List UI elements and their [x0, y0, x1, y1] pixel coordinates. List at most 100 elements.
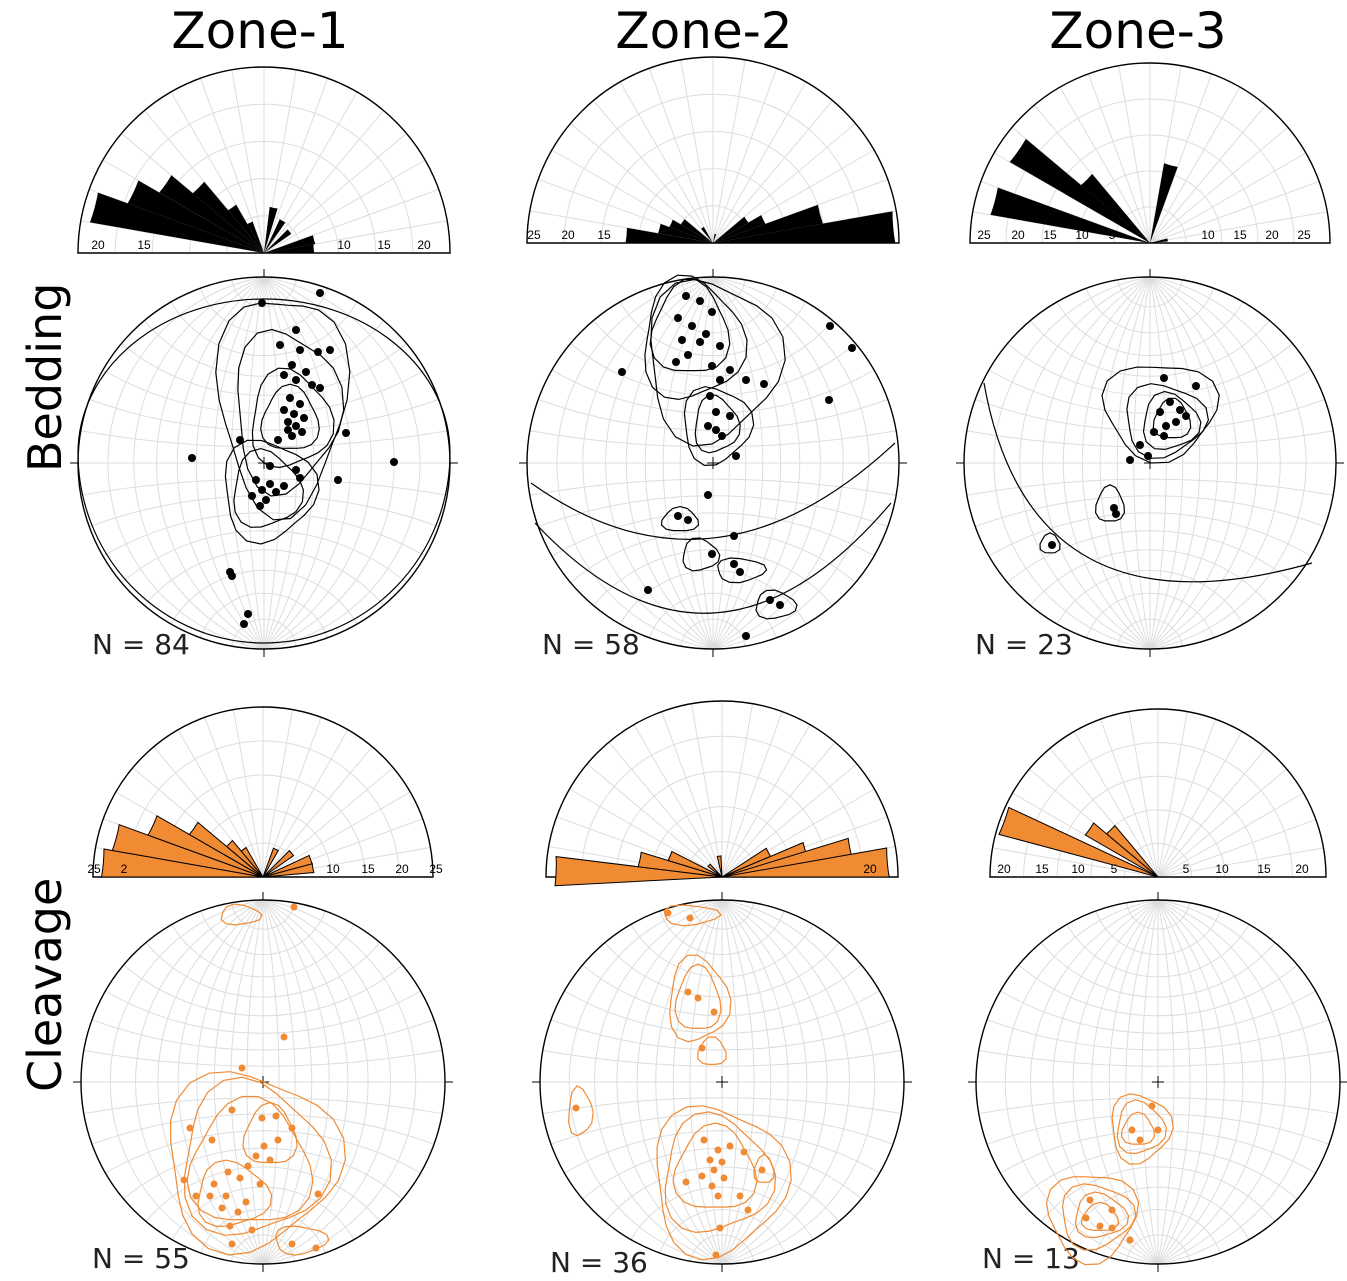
cleavage-zone-2-contour-2 [697, 1036, 727, 1065]
bedding-rose-zone-1-petal-10 [264, 244, 315, 253]
cleavage-zone-3-pole-9 [1126, 1236, 1134, 1244]
bedding-zone-1-pole-4 [296, 346, 304, 354]
cleavage-zone-1-pole-5 [288, 1124, 296, 1132]
bedding-zone-2-pole-9 [684, 351, 692, 359]
bedding-zone-3-pole-1 [1192, 382, 1200, 390]
bedding-zone-2-pole-33 [736, 568, 744, 576]
cleavage-rose-zone-3-tick-label-6: 15 [1257, 862, 1271, 876]
bedding-zone-2-great-circle-2 [534, 502, 892, 614]
cleavage-zone-1-pole-0 [280, 1033, 288, 1041]
cleavage-rose-zone-2-petal-3 [707, 863, 723, 878]
bedding-zone-3-great-circle [983, 382, 1313, 583]
bedding-zone-2-pole-1 [696, 297, 704, 305]
cleavage-zone-1-contour-1 [183, 1076, 332, 1236]
bedding-zone-2-pole-23 [732, 452, 740, 460]
cleavage-zone-1-contour-2 [169, 1071, 347, 1256]
cleavage-rose-zone-3-petal-0 [998, 806, 1159, 878]
bedding-zone-1-pole-3 [276, 341, 284, 349]
bedding-zone-1-pole-33 [258, 486, 266, 494]
bedding-zone-2-pole-21 [712, 426, 720, 434]
bedding-zone-2-contour-4 [683, 386, 755, 467]
cleavage-zone-3-pole-3 [1154, 1126, 1162, 1134]
cleavage-zone-2-contour-1 [669, 954, 732, 1043]
bedding-rose-zone-1-petal-1 [127, 180, 264, 253]
cleavage-rose-zone-1-petal-7 [262, 849, 295, 878]
bedding-rose-zone-2-petal-7 [713, 215, 766, 243]
bedding-zone-1-pole-8 [302, 368, 310, 376]
cleavage-zone-3-pole-8 [1108, 1224, 1116, 1232]
bedding-zone-2-pole-30 [730, 532, 738, 540]
cleavage-rose-zone-1-petal-4 [225, 839, 264, 878]
cleavage-rose-zone-3-tick-label-3: 5 [1111, 862, 1118, 876]
cleavage-zone-2-contour-7 [663, 904, 723, 927]
cleavage-zone-1-pole-25 [180, 1176, 188, 1184]
bedding-zone-3-pole-7 [1162, 422, 1170, 430]
bedding-rose-zone-1-tick-label-4: 20 [417, 238, 431, 252]
cleavage-zone-2-pole-15 [720, 1174, 728, 1182]
bedding-zone-1-pole-29 [292, 466, 300, 474]
cleavage-rose-zone-1-tick-label-2: 10 [326, 862, 340, 876]
cleavage-rose-zone-3-grid [989, 708, 1327, 878]
bedding-zone-2-pole-29 [684, 516, 692, 524]
bedding-zone-2-pole-10 [672, 358, 680, 366]
bedding-zone-3-pole-15 [1048, 541, 1056, 549]
bedding-zone-2-pole-31 [708, 550, 716, 558]
bedding-zone-1-contour-5 [224, 439, 320, 545]
bedding-zone-2-contour-5 [660, 505, 700, 532]
bedding-rose-zone-3-petal-0 [990, 187, 1150, 243]
bedding-zone-1-pole-5 [314, 348, 322, 356]
bedding-rose-zone-2-petal-9 [713, 211, 896, 243]
bedding-zone-1-pole-21 [298, 428, 306, 436]
cleavage-zone-3-pole-2 [1136, 1136, 1144, 1144]
cleavage-count-zone-1: N = 55 [92, 1242, 190, 1275]
cleavage-zone-2-pole-9 [726, 1142, 734, 1150]
bedding-zone-1-pole-10 [292, 376, 300, 384]
bedding-zone-3-pole-12 [1126, 456, 1134, 464]
bedding-zone-3-pole-2 [1166, 398, 1174, 406]
zone-1-title: Zone-1 [171, 2, 349, 60]
bedding-rose-zone-1-petal-7 [264, 219, 286, 253]
bedding-zone-3-pole-0 [1160, 374, 1168, 382]
bedding-zone-1-pole-34 [272, 488, 280, 496]
cleavage-zone-2-contour-3 [568, 1085, 594, 1137]
cleavage-zone-2-contour-8 [753, 1153, 775, 1183]
bedding-rose-zone-2-petal-5 [713, 233, 717, 243]
cleavage-zone-1-contour-6 [220, 903, 263, 926]
cleavage-zone-2-pole-13 [710, 1166, 718, 1174]
cleavage-zone-1-pole-28 [288, 1240, 296, 1248]
bedding-rose-zone-2-petal-3 [680, 219, 713, 243]
cleavage-zone-2-pole-18 [682, 1178, 690, 1186]
bedding-zone-1-pole-22 [288, 432, 296, 440]
bedding-zone-1-pole-11 [308, 381, 316, 389]
bedding-zone-3-pole-10 [1136, 441, 1144, 449]
cleavage-zone-2-grid [540, 899, 904, 1265]
cleavage-zone-1-pole-4 [272, 1112, 280, 1120]
cleavage-rose-zone-2-outline [545, 700, 899, 878]
bedding-count-zone-3: N = 23 [975, 628, 1073, 661]
cleavage-rose-zone-1-petal-3 [188, 821, 264, 878]
bedding-zone-3-contour-0 [1152, 397, 1192, 439]
bedding-zone-1-pole-35 [248, 492, 256, 500]
cleavage-zone-3-pole-1 [1128, 1126, 1136, 1134]
bedding-zone-3-pole-14 [1112, 510, 1120, 518]
bedding-zone-2-contour-8 [755, 589, 798, 620]
bedding-rose-zone-2-petal-2 [669, 219, 713, 243]
cleavage-rose-zone-1-tick-label-5: 25 [429, 862, 443, 876]
cleavage-zone-1-pole-12 [236, 1174, 244, 1182]
bedding-zone-2-contour-2 [650, 278, 786, 447]
bedding-rose-zone-1-petal-4 [228, 204, 264, 253]
bedding-zone-1-pole-18 [284, 418, 292, 426]
cleavage-zone-3-pole-4 [1086, 1196, 1094, 1204]
bedding-zone-2-pole-27 [704, 491, 712, 499]
bedding-zone-1-pole-9 [280, 371, 288, 379]
cleavage-rose-zone-2-petal-0 [554, 856, 723, 887]
cleavage-rose-zone-1-petal-1 [111, 823, 264, 878]
bedding-zone-1-contour-1 [251, 367, 335, 469]
bedding-rose-zone-1-tick-label-2: 10 [337, 238, 351, 252]
bedding-zone-1-pole-2 [292, 326, 300, 334]
bedding-rose-zone-3-petal-4 [1150, 163, 1178, 243]
cleavage-rose-zone-1-outline [92, 706, 434, 878]
bedding-rose-zone-2-petal-6 [713, 216, 749, 243]
bedding-rose-zone-3-tick-label-8: 25 [1297, 228, 1311, 242]
cleavage-zone-2-contour-0 [674, 963, 722, 1029]
